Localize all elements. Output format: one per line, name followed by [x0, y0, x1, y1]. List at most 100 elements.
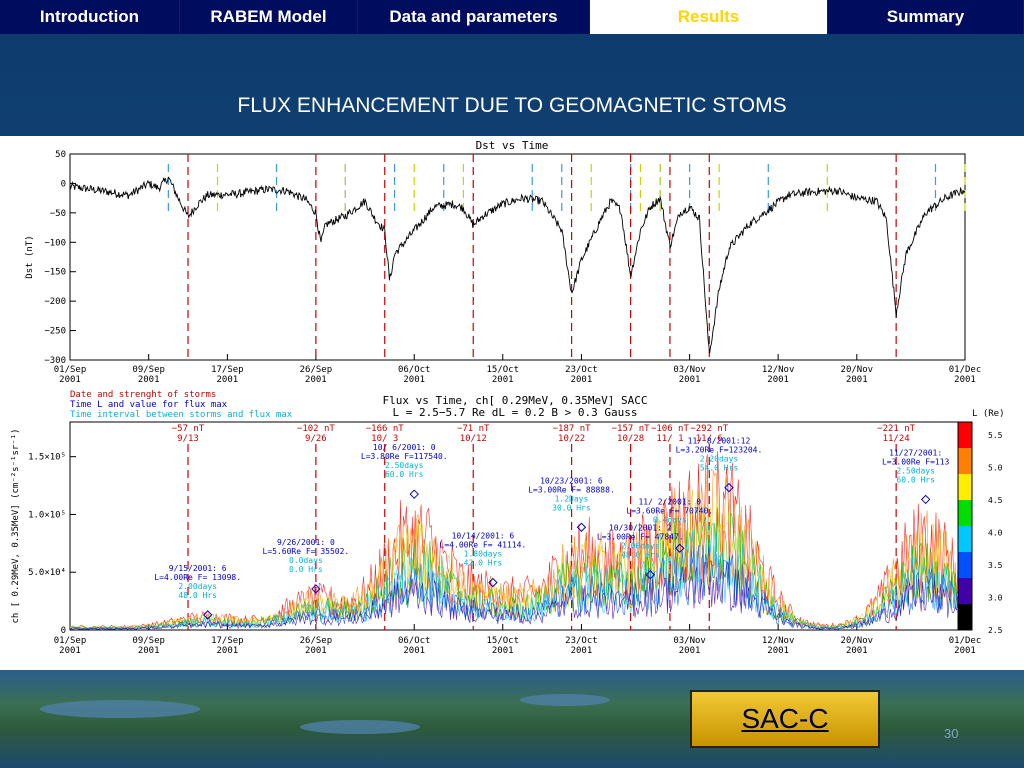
storm-date-label: 11/24 — [883, 434, 910, 444]
flux-max-marker — [645, 570, 655, 580]
flux-interval-hours: 48.0 Hrs — [178, 591, 217, 600]
flux-chart-subtitle: L = 2.5−5.7 Re dL = 0.2 B > 0.3 Gauss — [392, 406, 637, 419]
flux-xtick-year: 2001 — [954, 646, 976, 656]
tab-data-and-parameters[interactable]: Data and parameters — [358, 0, 590, 34]
dst-plot-frame — [69, 153, 966, 361]
storm-date-label: 10/28 — [617, 434, 644, 444]
lake-shape — [300, 720, 420, 734]
flux-chart-title: Flux vs Time, ch[ 0.29MeV, 0.35MeV] SACC — [383, 394, 648, 407]
flux-xtick-year: 2001 — [846, 646, 868, 656]
flux-interval-hours: 0.0 Hrs — [289, 565, 323, 574]
flux-xtick-label: 23/Oct — [565, 636, 598, 646]
flux-interval-hours: 54.0 Hrs — [700, 464, 739, 473]
flux-legend-entry: Time interval between storms and flux ma… — [70, 410, 293, 420]
sac-c-badge: SAC-C — [690, 690, 880, 748]
colorbar-segment — [958, 500, 972, 527]
chart-svg: Dst vs Time Dst (nT) 50 0 −50 −100 −150 −200 −25… — [11, 139, 1005, 656]
tab-results[interactable]: Results — [590, 0, 828, 34]
flux-trace-line — [69, 561, 965, 630]
flux-xtick-year: 2001 — [59, 646, 81, 656]
storm-date-label: 9/13 — [177, 434, 199, 444]
flux-interval-days: 0.0days — [289, 556, 323, 565]
flux-max-date: 10/14/2001: 6 — [452, 531, 515, 540]
colorbar-segment — [958, 552, 972, 579]
dst-xtick-year: 2001 — [846, 375, 868, 385]
storm-strength-label: −57 nT — [172, 424, 205, 434]
flux-interval-days: 2.50days — [896, 466, 935, 475]
slide-title: FLUX ENHANCEMENT DUE TO GEOMAGNETIC STOM… — [237, 94, 787, 117]
flux-xtick-year: 2001 — [767, 646, 789, 656]
flux-max-marker — [202, 610, 213, 620]
lake-shape — [40, 700, 200, 718]
colorbar-segment — [958, 578, 972, 605]
dst-chart-title: Dst vs Time — [476, 139, 549, 152]
flux-xtick-year: 2001 — [305, 646, 327, 656]
flux-max-value: L=3.00Re F= 47847. — [597, 533, 684, 542]
colorbar-segment — [958, 474, 972, 501]
colorbar-tick-label: 4.0 — [988, 529, 1003, 538]
flux-max-date: 9/15/2001: 6 — [169, 564, 227, 573]
tab-introduction[interactable]: Introduction — [0, 0, 180, 34]
flux-xtick-label: 15/Oct — [486, 636, 519, 646]
flux-max-date: 11/27/2001: — [889, 448, 942, 457]
flux-max-marker — [576, 522, 587, 532]
dst-xtick-label: 26/Sep — [300, 365, 333, 375]
flux-xtick-label: 01/Sep — [54, 636, 87, 646]
flux-ylabel: ch [ 0.29MeV, 0.35MeV] (cm⁻²s⁻¹sr⁻¹) — [11, 428, 21, 623]
storm-strength-label: −187 nT — [553, 424, 592, 434]
flux-max-marker — [675, 543, 685, 553]
flux-max-value: L=4.00Re F= 41114. — [440, 540, 527, 549]
colorbar-frame — [957, 421, 973, 631]
dst-ytick-label: −100 — [44, 238, 66, 248]
flux-legend-entry: Time L and value for flux max — [70, 400, 228, 410]
dst-xtick-year: 2001 — [767, 375, 789, 385]
flux-xtick-year: 2001 — [679, 646, 701, 656]
dst-ylabel: Dst (nT) — [25, 235, 35, 278]
colorbar-segment — [958, 526, 972, 553]
flux-interval-hours: 60.0 Hrs — [385, 470, 424, 479]
tab-summary[interactable]: Summary — [828, 0, 1024, 34]
storm-strength-label: −157 nT — [612, 424, 651, 434]
flux-xtick-label: 20/Nov — [841, 636, 874, 646]
flux-max-date: 10/ 6/2001: 0 — [373, 443, 436, 452]
sac-c-label: SAC-C — [741, 703, 829, 734]
flux-max-value: L=5.60Re F= 35502. — [263, 547, 350, 556]
flux-xtick-year: 2001 — [492, 646, 514, 656]
nav-bar: Introduction RABEM Model Data and paramete… — [0, 0, 1024, 34]
flux-max-date: 11/ 2/2001: 0 — [638, 497, 701, 506]
dst-xtick-year: 2001 — [492, 375, 514, 385]
storm-date-label: 9/26 — [305, 434, 327, 444]
flux-interval-days: 2.50days — [385, 461, 424, 470]
flux-trace-line — [69, 544, 965, 630]
storm-strength-label: −166 nT — [366, 424, 405, 434]
flux-interval-days: 2.20days — [700, 455, 739, 464]
dst-series-line — [69, 176, 966, 354]
flux-max-date: 10/30/2001: 2 — [609, 524, 672, 533]
tab-rabem-model[interactable]: RABEM Model — [180, 0, 358, 34]
colorbar-label: L (Re) — [972, 409, 1005, 419]
dst-xtick-label: 20/Nov — [841, 365, 874, 375]
dst-xtick-label: 09/Sep — [132, 365, 165, 375]
storm-strength-label: −102 nT — [297, 424, 336, 434]
flux-ytick-label: 0 — [61, 626, 66, 636]
chart-figure: Dst vs Time Dst (nT) 50 0 −50 −100 −150 −200 −25… — [0, 136, 1024, 670]
storm-date-label: 10/22 — [558, 434, 585, 444]
flux-legend-entry: Date and strenght of storms — [70, 390, 216, 400]
lake-shape — [520, 694, 610, 706]
flux-max-value: L=3.80Re F=117540. — [361, 452, 448, 461]
storm-strength-label: −221 nT — [877, 424, 916, 434]
colorbar-tick-label: 2.5 — [988, 626, 1003, 635]
flux-interval-days: 1.80days — [464, 549, 503, 558]
flux-xtick-label: 01/Dec — [949, 636, 982, 646]
storm-strength-label: −71 nT — [457, 424, 490, 434]
flux-max-value: L=3.00Re F=113 — [882, 457, 950, 466]
storm-date-label: 11/ 1 — [656, 434, 683, 444]
storm-date-label: 10/ 3 — [371, 434, 398, 444]
flux-max-date: 9/26/2001: 0 — [277, 538, 335, 547]
colorbar-tick-label: 5.0 — [988, 464, 1003, 473]
flux-xtick-label: 09/Sep — [132, 636, 165, 646]
dst-xtick-label: 01/Dec — [949, 365, 982, 375]
flux-interval-days: 1.2Days — [555, 494, 589, 503]
flux-max-value: L=3.20Re F=123204. — [676, 446, 763, 455]
dst-ytick-label: −300 — [44, 356, 66, 366]
